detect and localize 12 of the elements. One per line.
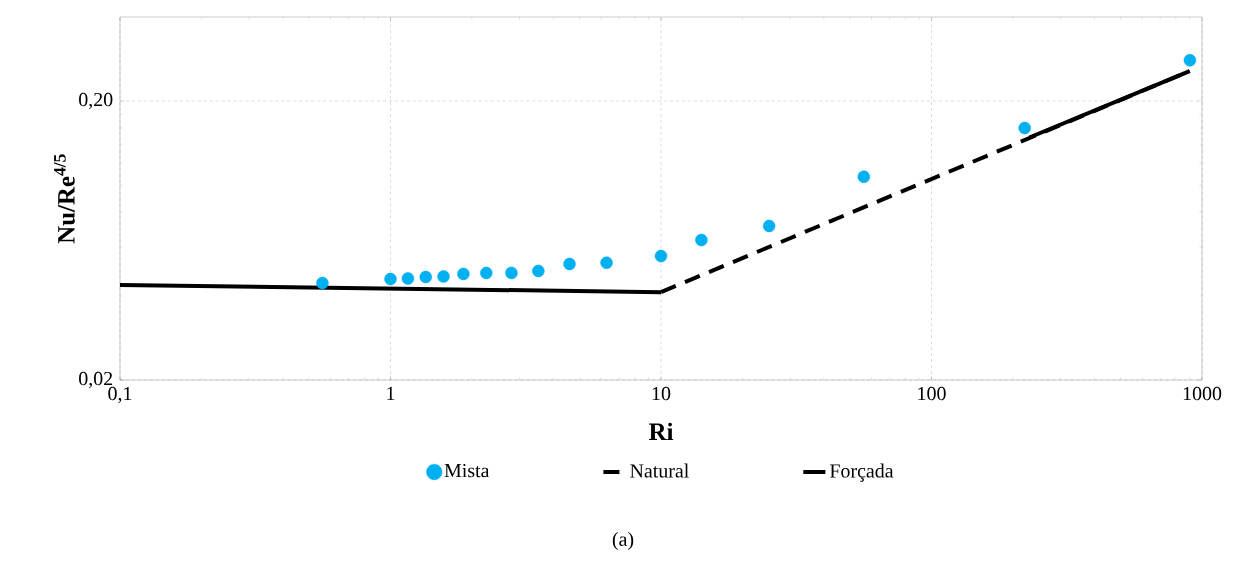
legend-label: Natural: [630, 463, 689, 478]
y-tick-label: 0,20: [79, 92, 113, 110]
x-tick-label: 10: [652, 386, 671, 401]
x-tick-label: 1000: [1183, 386, 1222, 401]
legend-label: Mista: [444, 463, 490, 478]
x-axis-title: Ri: [648, 422, 674, 440]
x-tick-label: 1: [387, 386, 395, 400]
text: (a): [612, 531, 634, 551]
x-tick-label: 0,1: [108, 386, 132, 404]
legend-label: Forçada: [829, 463, 894, 482]
x-tick-label: 100: [918, 386, 946, 401]
y-axis-title: Nu/Re$^{4/5}$: [54, 154, 75, 244]
